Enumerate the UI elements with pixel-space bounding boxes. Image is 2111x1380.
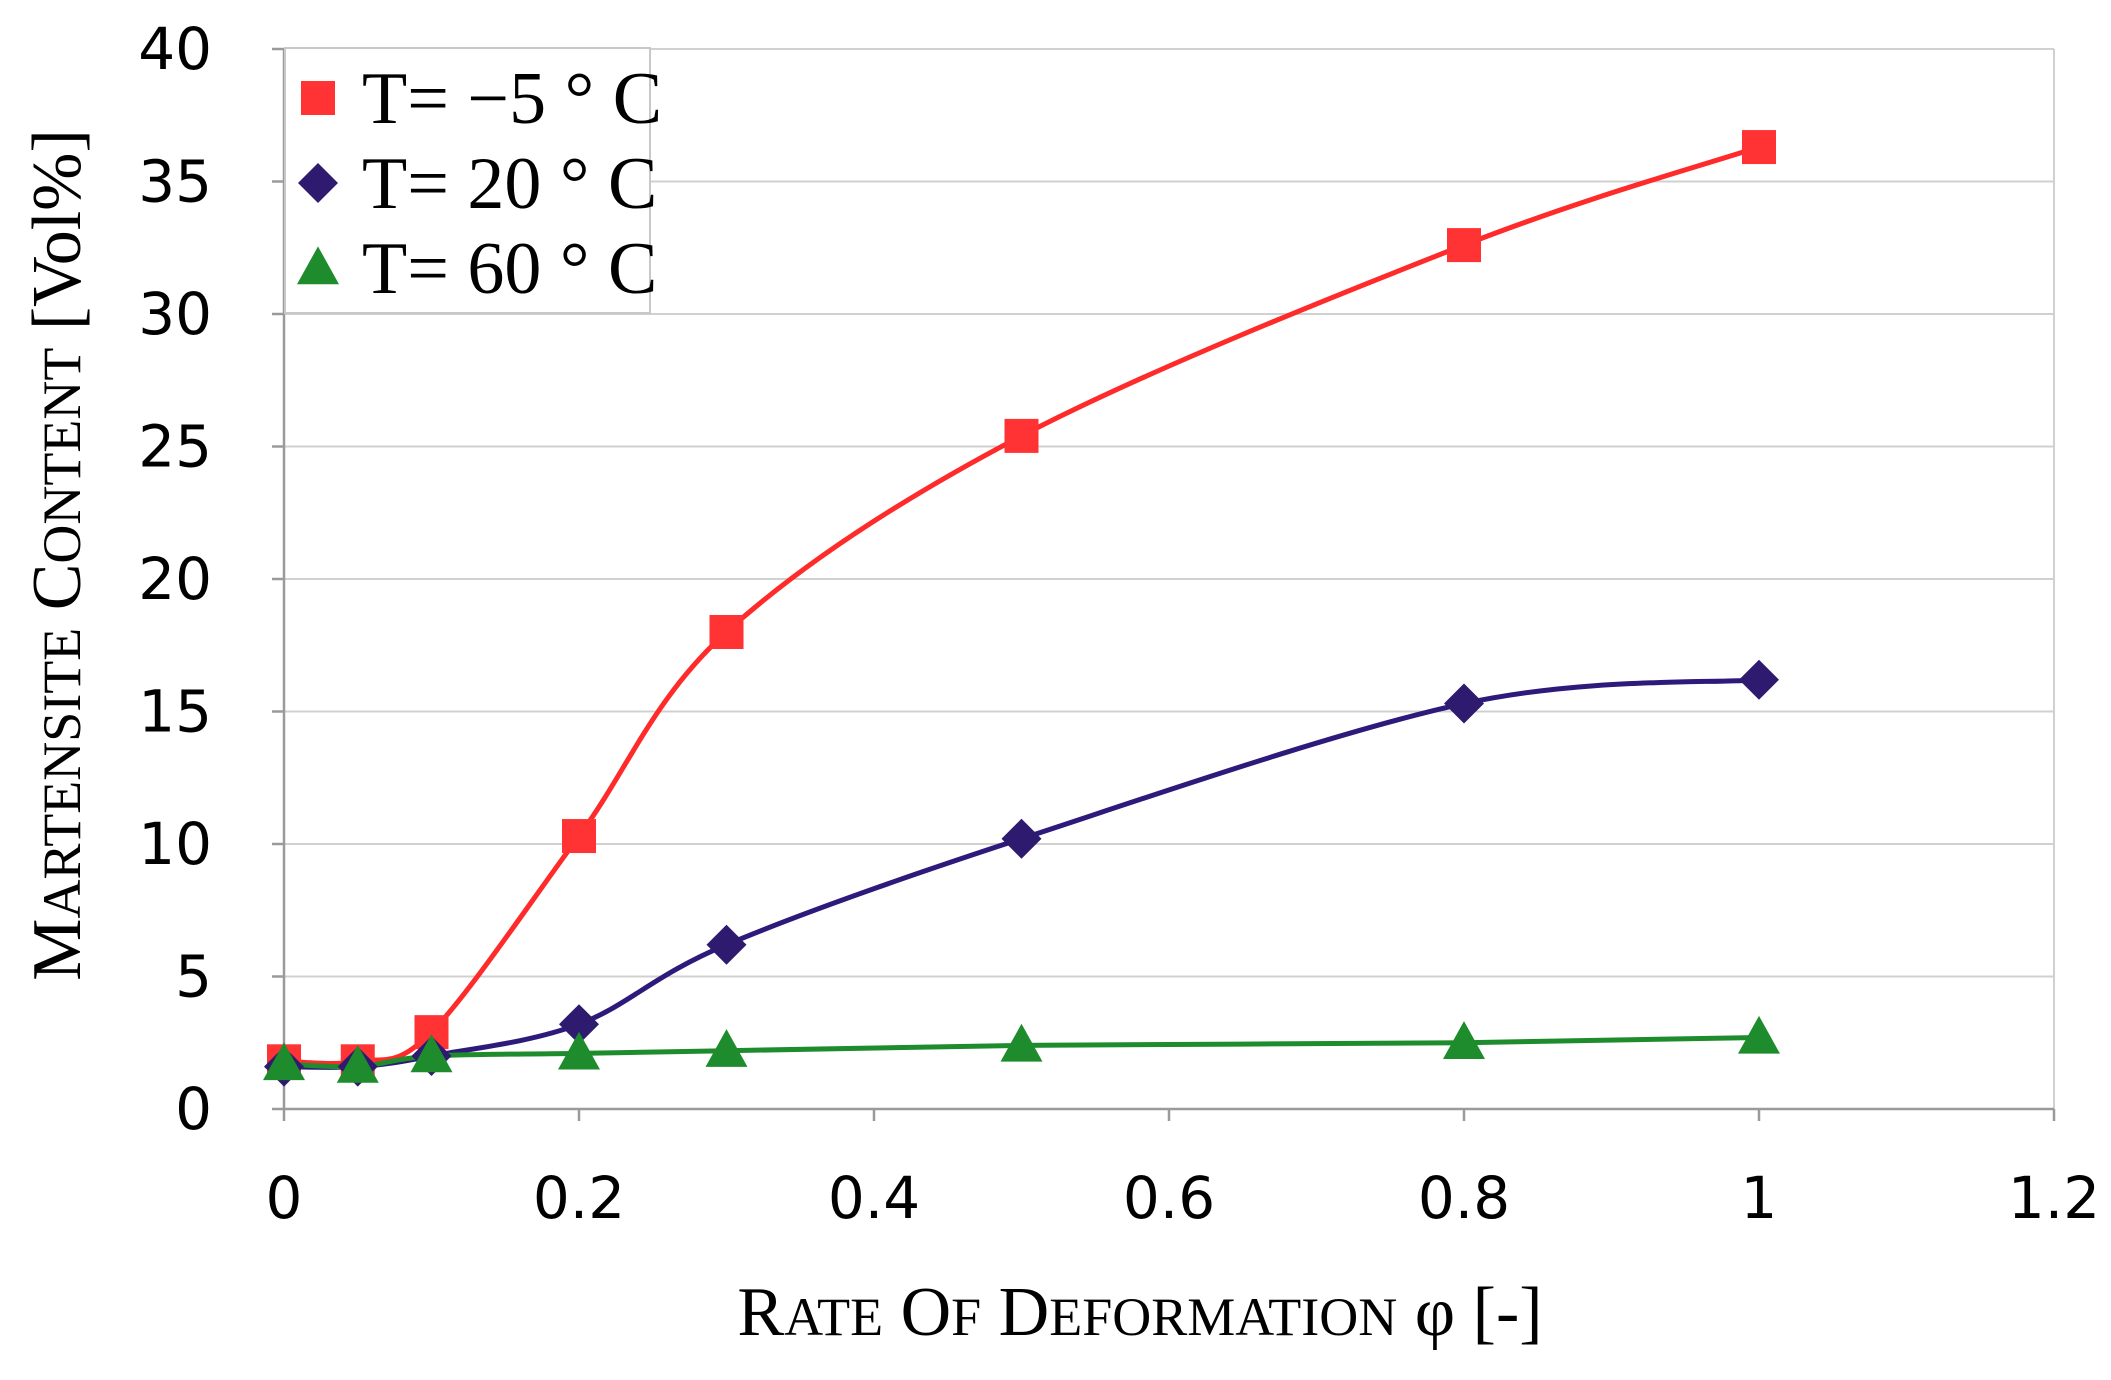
series-line-20	[281, 677, 1762, 1070]
x-tick-label: 1	[1741, 1164, 1778, 1232]
x-tick-label: 0	[266, 1164, 303, 1232]
data-point-60	[263, 1042, 305, 1081]
legend-label-60: T= 60 ° C	[362, 228, 657, 310]
legend-items: T= −5 ° CT= 20 ° CT= 60 ° C	[297, 58, 662, 310]
data-point-60	[558, 1031, 600, 1070]
x-tick-label: 1.2	[2008, 1164, 2100, 1232]
data-point-minus5	[709, 615, 744, 649]
legend-marker-60	[297, 246, 339, 285]
data-point-minus5	[562, 819, 596, 854]
x-axis-title: RATE OF DEFORMATION φ [-]	[737, 1274, 1542, 1351]
marker-layer	[263, 130, 1780, 1087]
legend-label-20: T= 20 ° C	[362, 143, 657, 225]
y-tick-label: 40	[138, 15, 212, 83]
legend-label-minus5: T= −5 ° C	[362, 58, 662, 140]
data-point-20	[1444, 683, 1484, 724]
legend-marker-20	[298, 163, 338, 203]
data-point-20	[1739, 659, 1779, 700]
x-tick-label: 0.4	[828, 1164, 920, 1232]
y-tick-label: 15	[138, 678, 212, 746]
x-tick-label: 0.2	[533, 1164, 625, 1232]
data-point-60	[410, 1034, 453, 1073]
data-point-60	[705, 1029, 748, 1067]
legend-box	[284, 47, 651, 314]
data-point-60	[336, 1045, 379, 1083]
y-axis-title: MARTENSITE CONTENT [Vol%]	[19, 129, 96, 981]
y-tick-label: 5	[175, 943, 212, 1011]
data-point-minus5	[1742, 130, 1776, 165]
x-tick-label: 0.8	[1418, 1164, 1510, 1232]
data-point-20	[1001, 818, 1042, 859]
data-point-20	[706, 924, 747, 965]
y-tick-label: 30	[138, 280, 212, 348]
legend: T= −5 ° CT= 20 ° CT= 60 ° C	[284, 47, 662, 314]
data-point-minus5	[1004, 418, 1039, 453]
y-tick-label: 35	[138, 148, 212, 216]
data-point-20	[559, 1004, 599, 1045]
x-tick-label: 0.6	[1123, 1164, 1215, 1232]
data-point-60	[1738, 1015, 1780, 1054]
y-tick-label: 20	[138, 545, 212, 613]
data-point-60	[1443, 1021, 1485, 1059]
y-tick-label: 0	[175, 1075, 212, 1143]
legend-marker-minus5	[301, 81, 335, 115]
data-point-60	[1000, 1023, 1043, 1062]
data-point-minus5	[1447, 228, 1481, 263]
x-tick-labels: 0 0.2 0.4 0.6 0.8 1 1.2	[266, 1164, 2101, 1232]
y-tick-label: 25	[138, 413, 212, 481]
y-tick-labels: 0 5 10 15 20 25 30 35 40	[138, 15, 212, 1143]
y-tick-label: 10	[138, 810, 212, 878]
